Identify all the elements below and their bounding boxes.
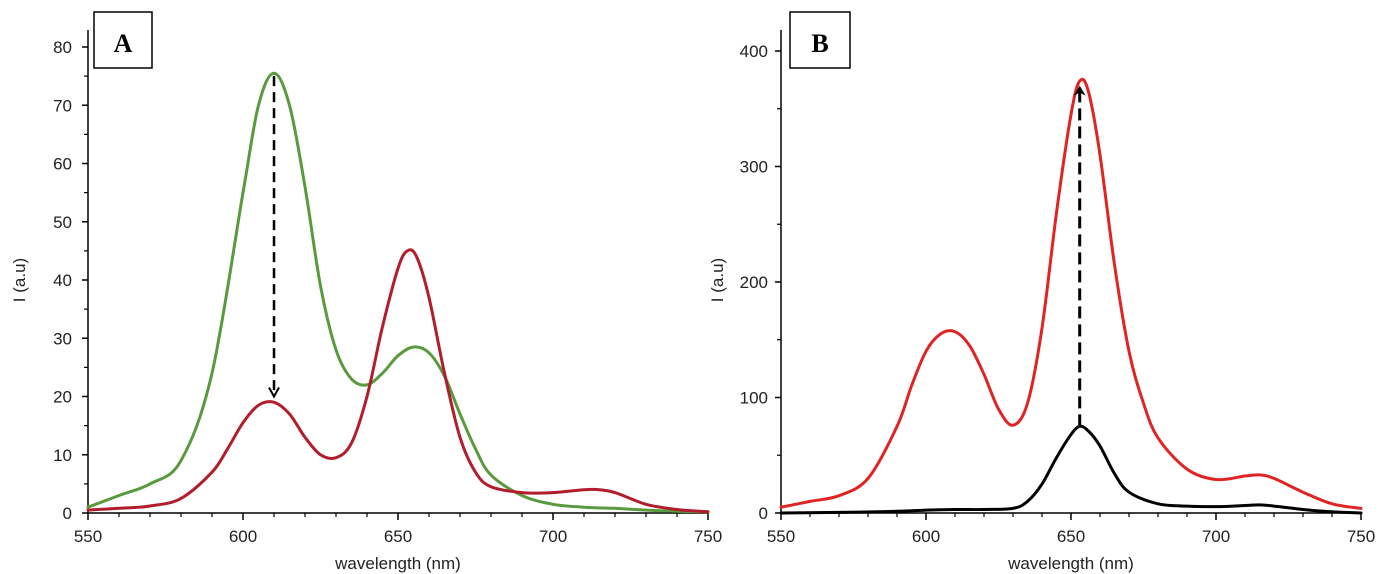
chart-panel-a: 0 10 20 30 40 50 60 70 80 550 600 650 700 750 A wave… (10, 12, 722, 573)
series-line-2 (781, 426, 1361, 513)
y-tick-label: 60 (53, 155, 72, 174)
x-tick-label: 700 (1202, 527, 1230, 546)
y-ticks-a: 0 10 20 30 40 50 60 70 80 (53, 38, 88, 523)
x-tick-label: 650 (1057, 527, 1085, 546)
y-tick-label: 0 (63, 504, 72, 523)
series-line-2 (88, 250, 708, 512)
y-tick-label: 200 (740, 273, 768, 292)
y-tick-label: 40 (53, 271, 72, 290)
y-tick-label: 30 (53, 329, 72, 348)
x-tick-label: 650 (384, 527, 412, 546)
y-axis-label-a: I (a.u) (10, 258, 29, 302)
panel-label-a: A (114, 29, 133, 58)
y-tick-label: 100 (740, 389, 768, 408)
x-tick-label: 750 (1347, 527, 1375, 546)
x-tick-label: 600 (912, 527, 940, 546)
y-ticks-b: 0 100 200 300 400 (740, 42, 781, 523)
y-tick-label: 20 (53, 388, 72, 407)
series-line-1 (781, 79, 1361, 508)
x-tick-label: 700 (539, 527, 567, 546)
x-axis-label-a: wavelength (nm) (334, 554, 461, 573)
series-line-1 (88, 73, 708, 512)
series-b (781, 79, 1361, 513)
x-tick-label: 550 (74, 527, 102, 546)
y-tick-label: 80 (53, 38, 72, 57)
y-tick-label: 50 (53, 213, 72, 232)
y-tick-label: 300 (740, 158, 768, 177)
x-tick-label: 750 (694, 527, 722, 546)
x-axis-label-b: wavelength (nm) (1007, 554, 1134, 573)
x-ticks-a: 550 600 650 700 750 (74, 513, 722, 546)
y-axis-label-b: I (a.u) (708, 258, 727, 302)
y-tick-label: 400 (740, 42, 768, 61)
series-a (88, 73, 708, 512)
y-tick-label: 10 (53, 446, 72, 465)
chart-panel-b: 0 100 200 300 400 550 600 650 700 750 B waveleng… (708, 12, 1375, 573)
y-tick-label: 70 (53, 96, 72, 115)
panel-label-b: B (811, 29, 828, 58)
y-tick-label: 0 (759, 504, 768, 523)
x-ticks-b: 550 600 650 700 750 (767, 513, 1375, 546)
x-tick-label: 550 (767, 527, 795, 546)
x-tick-label: 600 (229, 527, 257, 546)
